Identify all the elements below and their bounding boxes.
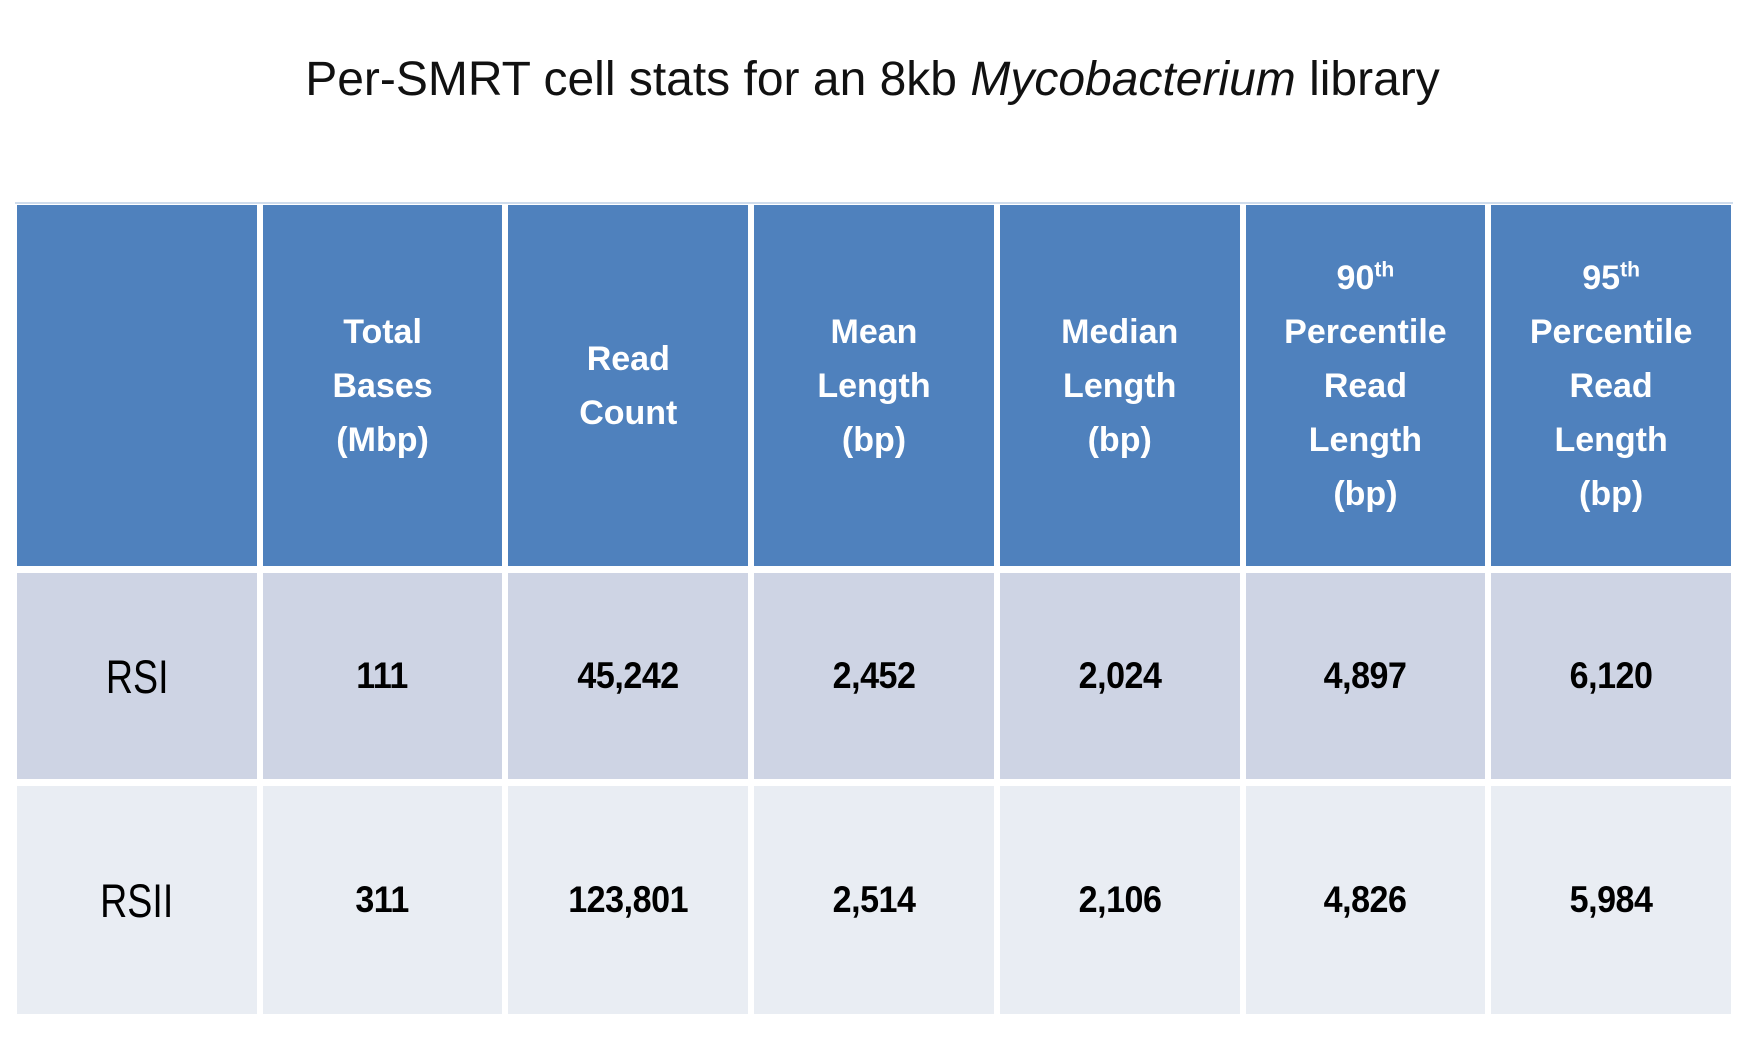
title-prefix: Per-SMRT cell stats for an 8kb: [305, 53, 971, 106]
cell-rsii-90th-percentile: 4,826: [1245, 786, 1486, 1014]
cell-rsii-total-bases: 311: [262, 786, 503, 1014]
ordinal-superscript: th: [1374, 258, 1395, 282]
page-title: Per-SMRT cell stats for an 8kb Mycobacte…: [0, 52, 1745, 107]
cell-rsii-95th-percentile: 5,984: [1491, 786, 1731, 1014]
col-header-90th-percentile: 90th Percentile Read Length (bp): [1245, 205, 1486, 566]
row-header-rsi: RSI: [17, 573, 257, 779]
col-header-read-count-label: Read Count: [579, 339, 678, 432]
cell-rsi-median-length: 2,024: [999, 573, 1240, 779]
cell-rsi-95th-percentile: 6,120: [1491, 573, 1731, 779]
cell-rsi-mean-length: 2,452: [754, 573, 994, 779]
col-header-median-length-label: Median Length (bp): [1061, 312, 1179, 459]
col-header-90th-percentile-rest: Percentile Read Length (bp): [1284, 312, 1447, 513]
col-header-median-length: Median Length (bp): [999, 205, 1240, 566]
col-header-total-bases: Total Bases (Mbp): [262, 205, 503, 566]
stats-table: Total Bases (Mbp) Read Count Mean Length…: [15, 202, 1733, 1014]
row-header-rsii: RSII: [17, 786, 257, 1014]
title-italic-species: Mycobacterium: [970, 53, 1296, 106]
col-header-95th-percentile-label: 95th Percentile Read Length (bp): [1529, 258, 1693, 513]
cell-rsii-read-count: 123,801: [508, 786, 749, 1014]
cell-rsii-mean-length: 2,514: [754, 786, 994, 1014]
cell-rsi-90th-percentile: 4,897: [1245, 573, 1486, 779]
col-header-mean-length: Mean Length (bp): [754, 205, 994, 566]
col-header-mean-length-label: Mean Length (bp): [817, 312, 931, 459]
ordinal-superscript: th: [1620, 258, 1640, 282]
col-header-total-bases-label: Total Bases (Mbp): [332, 312, 433, 459]
cell-rsi-read-count: 45,242: [508, 573, 749, 779]
cell-rsii-median-length: 2,106: [999, 786, 1240, 1014]
col-header-90th-percentile-label: 90th Percentile Read Length (bp): [1284, 258, 1447, 513]
col-header-95th-percentile-rest: Percentile Read Length (bp): [1529, 312, 1693, 513]
cell-rsi-total-bases: 111: [262, 573, 503, 779]
col-header-read-count: Read Count: [508, 205, 749, 566]
col-header-95th-percentile: 95th Percentile Read Length (bp): [1491, 205, 1731, 566]
corner-cell: [17, 205, 257, 566]
title-suffix: library: [1295, 53, 1440, 106]
